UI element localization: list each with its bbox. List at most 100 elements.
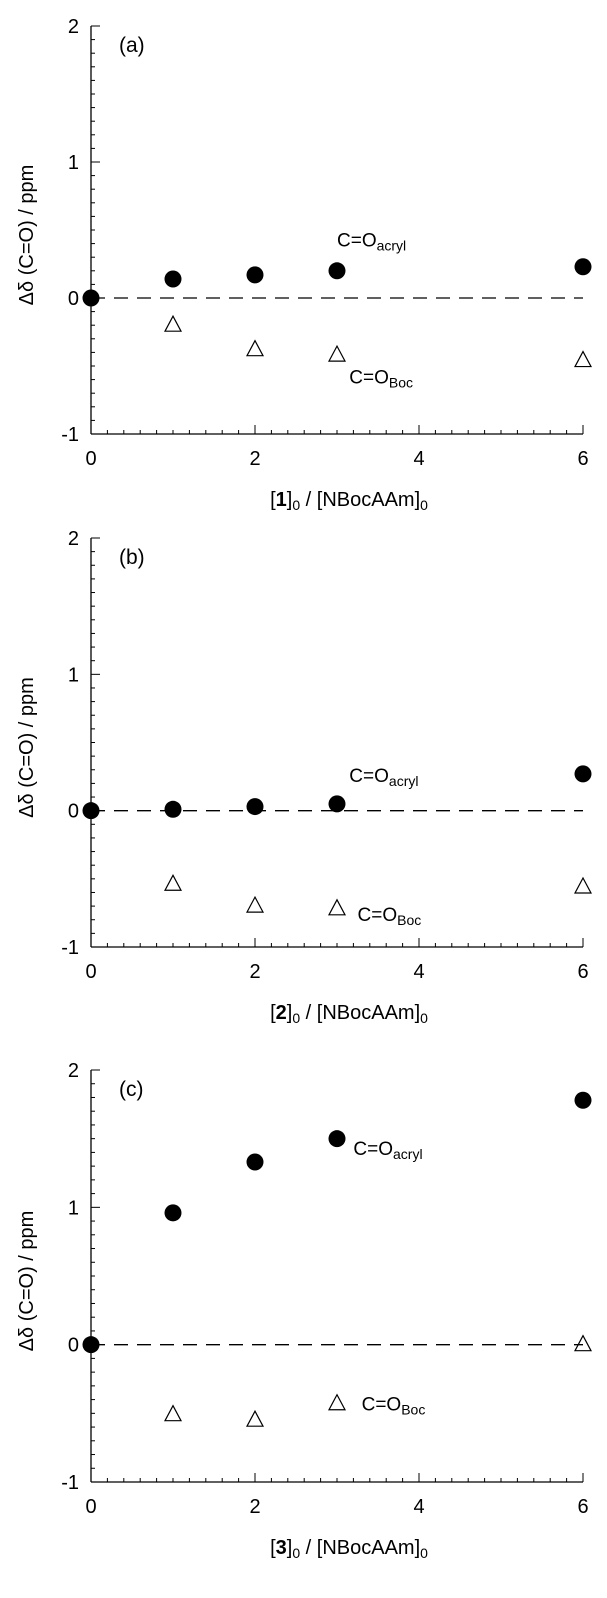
acryl-point [82, 289, 100, 307]
boc-point [246, 1409, 264, 1427]
annotation-acryl: C=Oacryl [349, 766, 418, 789]
x-axis-title-part: 0 [420, 1545, 428, 1561]
x-axis-title-part: / [NBocAAm] [300, 1537, 420, 1559]
annotation-boc-main: C=O [349, 368, 389, 389]
annotation-boc: C=OBoc [358, 905, 422, 928]
x-axis-title-part: 0 [292, 1010, 300, 1026]
acryl-point [164, 800, 182, 818]
boc-point [574, 1334, 592, 1352]
boc-point [328, 1393, 346, 1411]
acryl-point [574, 1091, 592, 1109]
x-axis-title-part: 1 [276, 489, 287, 511]
acryl-point [82, 802, 100, 820]
annotation-boc-main: C=O [358, 905, 398, 926]
boc-point [164, 1404, 182, 1422]
y-tick-label: -1 [61, 937, 79, 959]
annotation-acryl-main: C=O [337, 230, 377, 251]
x-axis-title-part: 2 [276, 1002, 287, 1024]
x-tick-label: 4 [413, 1496, 424, 1518]
acryl-point [164, 270, 182, 288]
boc-point [574, 350, 592, 368]
panel-label: (c) [119, 1078, 144, 1101]
y-tick-label: 2 [68, 528, 79, 550]
acryl-point [328, 1130, 346, 1148]
x-tick-label: 2 [249, 448, 260, 470]
y-tick-label: 0 [68, 288, 79, 310]
x-tick-label: 4 [413, 961, 424, 983]
annotation-boc-sub: Boc [401, 1402, 425, 1418]
x-axis-title-part: / [NBocAAm] [300, 489, 420, 511]
y-axis-title: Δδ (C=O) / ppm [16, 1211, 38, 1352]
annotation-acryl-sub: acryl [377, 237, 407, 253]
x-axis-title-part: 0 [420, 497, 428, 513]
y-tick-label: 1 [68, 664, 79, 686]
x-axis-title-part: 3 [276, 1537, 287, 1559]
y-tick-label: 0 [68, 801, 79, 823]
y-tick-label: 0 [68, 1335, 79, 1357]
annotation-boc: C=OBoc [362, 1395, 426, 1418]
acryl-point [82, 1336, 100, 1354]
acryl-point [328, 795, 346, 813]
annotation-acryl-sub: acryl [393, 1146, 423, 1162]
annotation-acryl-sub: acryl [389, 773, 419, 789]
y-tick-label: 2 [68, 16, 79, 38]
x-tick-label: 6 [577, 961, 588, 983]
y-tick-label: 1 [68, 1197, 79, 1219]
boc-point [246, 339, 264, 357]
x-axis-title-part: / [NBocAAm] [300, 1002, 420, 1024]
boc-point [246, 895, 264, 913]
x-tick-label: 0 [85, 1496, 96, 1518]
x-tick-label: 4 [413, 448, 424, 470]
x-axis-title-part: [ [270, 489, 276, 511]
y-axis-title: Δδ (C=O) / ppm [16, 677, 38, 818]
x-tick-label: 2 [249, 1496, 260, 1518]
acryl-point [246, 266, 264, 284]
x-axis-title: [2]0 / [NBocAAm]0 [270, 1002, 428, 1026]
y-tick-label: 2 [68, 1060, 79, 1082]
boc-point [574, 876, 592, 894]
y-axis-title: Δδ (C=O) / ppm [16, 165, 38, 306]
y-tick-label: -1 [61, 424, 79, 446]
acryl-point [574, 765, 592, 783]
x-axis-title-part: 0 [292, 497, 300, 513]
x-axis-title-part: [ [270, 1537, 276, 1559]
annotation-boc-sub: Boc [397, 912, 421, 928]
x-tick-label: 0 [85, 448, 96, 470]
x-tick-label: 6 [577, 1496, 588, 1518]
acryl-point [246, 798, 264, 816]
x-axis-title-part: 0 [292, 1545, 300, 1561]
annotation-acryl: C=Oacryl [353, 1139, 422, 1162]
boc-point [164, 874, 182, 891]
annotation-acryl: C=Oacryl [337, 230, 406, 253]
panel-label: (a) [119, 34, 145, 57]
y-tick-label: 1 [68, 152, 79, 174]
annotation-acryl-main: C=O [353, 1139, 393, 1160]
x-axis-title-part: ] [287, 1537, 293, 1559]
annotation-boc-main: C=O [362, 1395, 402, 1416]
x-axis-title-part: [ [270, 1002, 276, 1024]
x-axis-title-part: ] [287, 489, 293, 511]
boc-point [164, 314, 182, 332]
acryl-point [164, 1204, 182, 1222]
panel-label: (b) [119, 546, 145, 569]
acryl-point [574, 258, 592, 276]
x-axis-title-part: 0 [420, 1010, 428, 1026]
annotation-boc: C=OBoc [349, 368, 413, 391]
x-tick-label: 6 [577, 448, 588, 470]
annotation-acryl-main: C=O [349, 766, 389, 787]
boc-point [328, 898, 346, 916]
x-tick-label: 2 [249, 961, 260, 983]
y-tick-label: -1 [61, 1472, 79, 1494]
acryl-point [328, 262, 346, 280]
acryl-point [246, 1153, 264, 1171]
annotation-boc-sub: Boc [389, 375, 413, 391]
x-tick-label: 0 [85, 961, 96, 983]
x-axis-title: [3]0 / [NBocAAm]0 [270, 1537, 428, 1561]
x-axis-title: [1]0 / [NBocAAm]0 [270, 489, 428, 513]
x-axis-title-part: ] [287, 1002, 293, 1024]
boc-point [328, 344, 346, 362]
